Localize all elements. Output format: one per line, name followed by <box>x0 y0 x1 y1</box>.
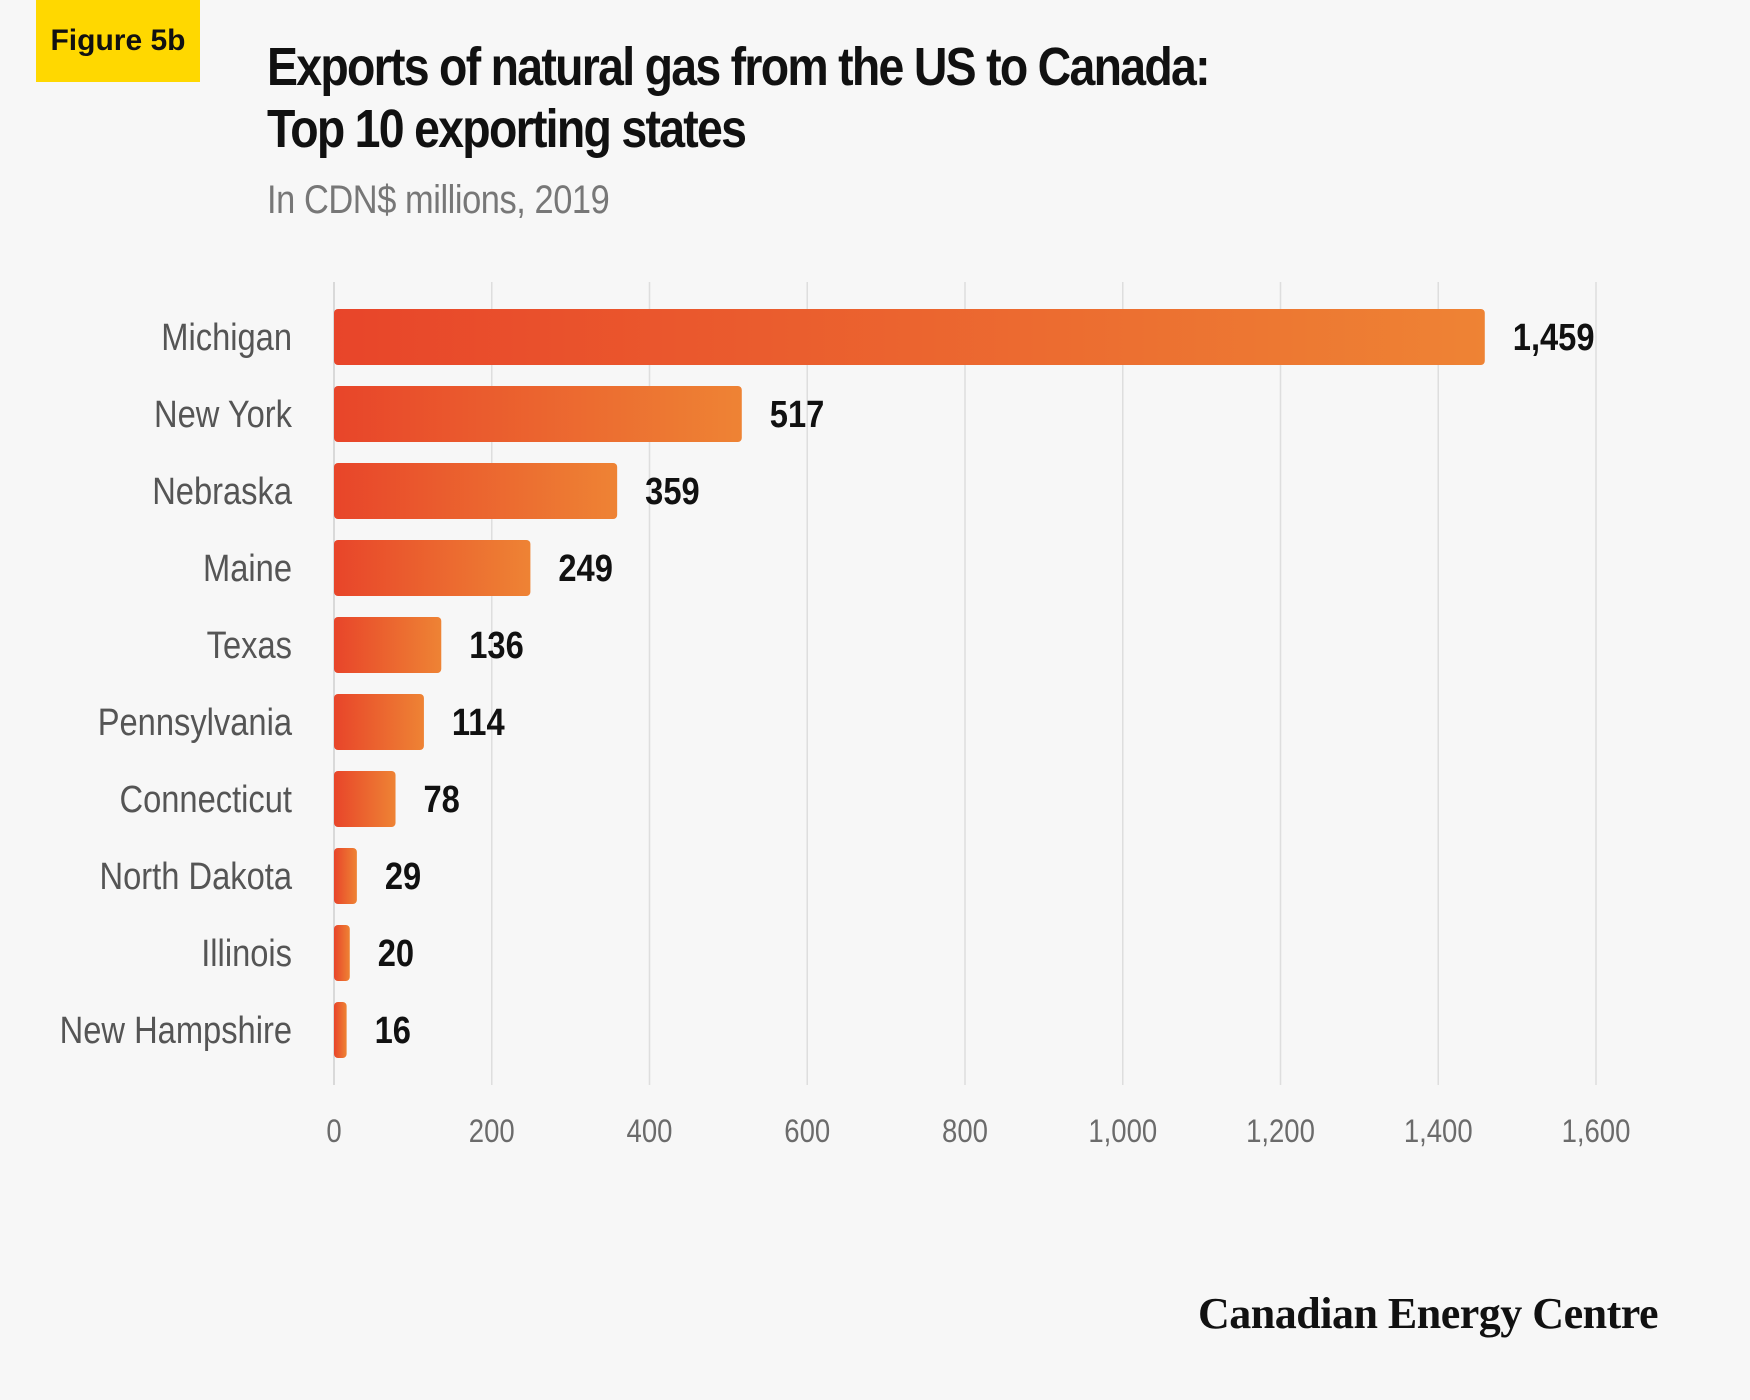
value-label: 136 <box>469 624 524 667</box>
category-label: Connecticut <box>120 778 293 821</box>
chart-title-line-1: Exports of natural gas from the US to Ca… <box>267 37 1211 97</box>
chart-title: Exports of natural gas from the US to Ca… <box>267 36 1385 160</box>
chart-subtitle: In CDN$ millions, 2019 <box>267 178 610 222</box>
value-label: 1,459 <box>1513 316 1595 359</box>
chart-title-line-2: Top 10 exporting states <box>267 99 747 159</box>
category-label: Illinois <box>201 932 292 975</box>
category-label: Maine <box>203 547 292 590</box>
bar <box>334 540 531 596</box>
category-label: Pennsylvania <box>98 701 293 744</box>
bar <box>334 1002 347 1058</box>
x-tick-label: 1,400 <box>1404 1114 1473 1149</box>
category-label: New Hampshire <box>60 1009 292 1052</box>
x-tick-label: 400 <box>627 1114 673 1149</box>
category-label: Michigan <box>161 316 292 359</box>
brand-logo: Canadian Energy Centre <box>1198 1289 1658 1338</box>
value-label: 114 <box>452 701 505 744</box>
category-label: North Dakota <box>100 855 293 898</box>
category-label: New York <box>154 393 292 436</box>
value-label: 78 <box>424 778 460 821</box>
bar <box>334 386 742 442</box>
category-label: Nebraska <box>152 470 292 513</box>
value-label: 29 <box>385 855 421 898</box>
bar <box>334 617 442 673</box>
value-label: 517 <box>770 393 825 436</box>
x-tick-label: 1,600 <box>1562 1114 1631 1149</box>
value-label: 16 <box>375 1009 411 1052</box>
value-label: 20 <box>378 932 414 975</box>
x-tick-label: 1,000 <box>1088 1114 1157 1149</box>
bar <box>334 463 618 519</box>
bar <box>334 694 424 750</box>
x-tick-label: 800 <box>942 1114 988 1149</box>
bar-chart: 0 200 400 600 800 1,000 1,200 1,400 1,600 Michiga… <box>60 282 1631 1150</box>
x-tick-label: 0 <box>326 1114 341 1149</box>
bar <box>334 925 350 981</box>
bar <box>334 771 396 827</box>
figure-badge: Figure 5b <box>36 0 200 82</box>
value-label: 249 <box>558 547 613 590</box>
value-label: 359 <box>645 470 700 513</box>
x-tick-label: 600 <box>784 1114 830 1149</box>
x-tick-label: 200 <box>469 1114 515 1149</box>
category-label: Texas <box>207 624 292 667</box>
x-tick-label: 1,200 <box>1246 1114 1315 1149</box>
bar <box>334 309 1485 365</box>
bar <box>334 848 357 904</box>
